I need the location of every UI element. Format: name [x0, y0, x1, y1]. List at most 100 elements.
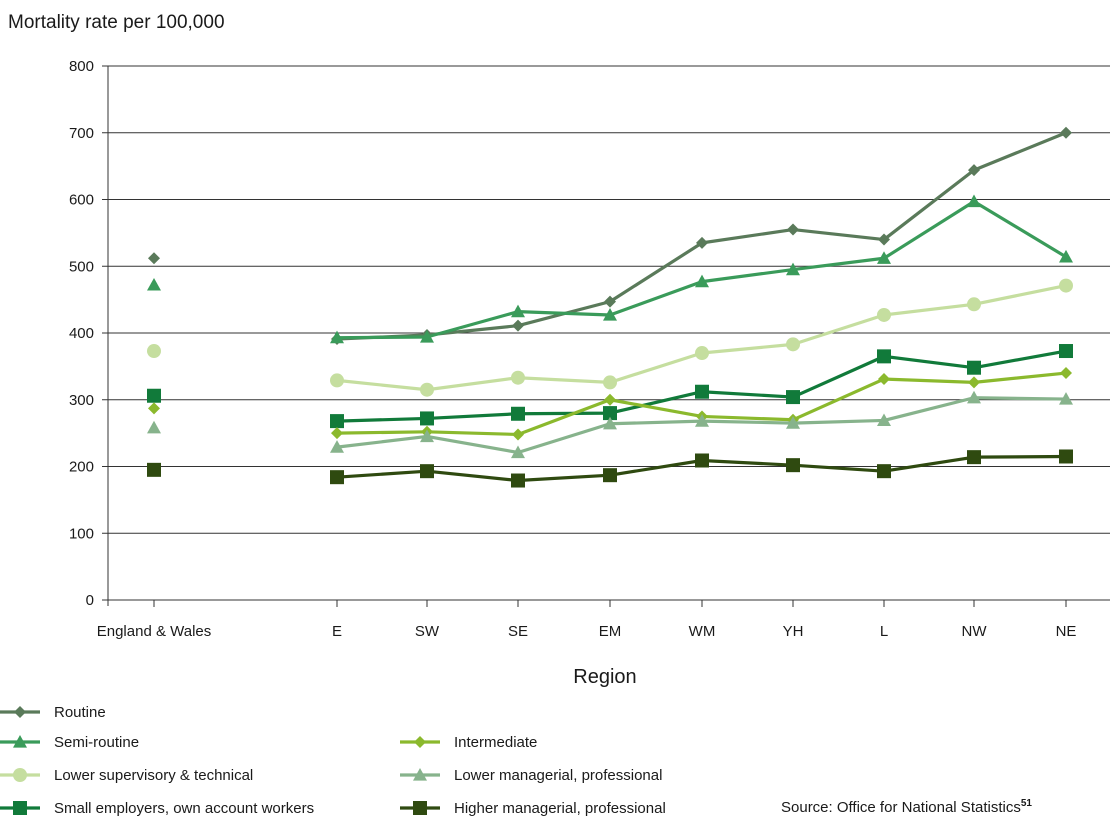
- y-tick-label: 500: [69, 258, 94, 275]
- series-small-employers-own-account-workers: [147, 344, 1073, 429]
- data-point: [878, 373, 890, 386]
- series-routine: [148, 126, 1072, 346]
- data-point: [695, 384, 709, 399]
- data-point: [604, 393, 616, 406]
- legend-item: Lower managerial, professional: [400, 764, 662, 786]
- axes: 0 100 200 300 400 500 600 700 800 England & Wales…: [69, 58, 1110, 640]
- data-point: [147, 420, 161, 434]
- series-semi-routine: [147, 194, 1073, 344]
- data-point: [330, 470, 344, 485]
- legend-swatch: [400, 768, 440, 781]
- data-point: [603, 468, 617, 483]
- x-tick-label: NE: [1056, 623, 1077, 640]
- data-point: [967, 390, 981, 404]
- x-tick-label: YH: [783, 623, 804, 640]
- legend-swatch: [0, 768, 40, 782]
- x-tick-label: SW: [415, 623, 440, 640]
- data-point: [603, 375, 617, 390]
- data-point: [1059, 392, 1073, 405]
- data-point: [511, 370, 525, 385]
- data-point: [330, 373, 344, 388]
- data-point: [14, 706, 26, 718]
- x-tick-label: EM: [599, 623, 622, 640]
- legend-item: Semi-routine: [0, 731, 139, 753]
- legend-item: Lower supervisory & technical: [0, 764, 253, 786]
- legend-swatch: [400, 736, 440, 748]
- source-note: Source: Office for National Statistics51: [781, 798, 1032, 816]
- data-point: [420, 382, 434, 397]
- series-line: [336, 284, 1067, 392]
- data-point: [877, 464, 891, 479]
- data-point: [147, 277, 161, 291]
- series-higher-managerial-professional: [147, 449, 1073, 488]
- data-point: [147, 344, 161, 359]
- data-point: [1059, 249, 1073, 263]
- legend-swatch: [0, 706, 40, 718]
- series-group: [147, 126, 1073, 488]
- y-tick-label: 0: [86, 592, 94, 609]
- data-point: [967, 194, 981, 208]
- source-text: Source: Office for National Statistics: [781, 799, 1021, 816]
- data-point: [413, 801, 427, 815]
- legend-swatch: [400, 801, 440, 815]
- legend-label: Intermediate: [454, 733, 538, 751]
- data-point: [413, 768, 427, 781]
- data-point: [604, 295, 616, 308]
- series-lower-managerial-professional: [147, 390, 1073, 459]
- data-point: [968, 376, 980, 389]
- data-point: [1059, 344, 1073, 359]
- data-point: [147, 462, 161, 477]
- legend-swatch: [0, 801, 40, 815]
- series-line: [336, 131, 1067, 341]
- data-point: [148, 252, 160, 265]
- data-point: [968, 164, 980, 177]
- data-point: [1060, 367, 1072, 380]
- data-point: [967, 360, 981, 375]
- y-tick-label: 100: [69, 525, 94, 542]
- data-point: [420, 429, 434, 443]
- x-tick-label: E: [332, 623, 342, 640]
- x-tick-label: England & Wales: [97, 623, 212, 640]
- data-point: [511, 406, 525, 421]
- data-point: [877, 349, 891, 364]
- data-point: [511, 473, 525, 488]
- data-point: [148, 402, 160, 415]
- data-point: [330, 414, 344, 429]
- legend-item: Higher managerial, professional: [400, 797, 666, 819]
- x-tick-label: NW: [962, 623, 988, 640]
- y-axis-title: Mortality rate per 100,000: [8, 12, 225, 33]
- y-tick-label: 800: [69, 58, 94, 75]
- data-point: [1059, 278, 1073, 293]
- data-point: [511, 304, 525, 318]
- data-point: [786, 458, 800, 473]
- data-point: [695, 453, 709, 468]
- data-point: [147, 388, 161, 403]
- data-point: [330, 330, 344, 344]
- y-tick-label: 600: [69, 192, 94, 209]
- legend-item: Small employers, own account workers: [0, 797, 314, 819]
- data-point: [13, 801, 27, 815]
- data-point: [877, 413, 891, 427]
- x-tick-label: L: [880, 623, 888, 640]
- data-point: [967, 297, 981, 312]
- data-point: [695, 414, 709, 427]
- data-point: [877, 251, 891, 264]
- y-tick-label: 700: [69, 125, 94, 142]
- data-point: [13, 768, 27, 782]
- data-point: [696, 236, 708, 249]
- data-point: [420, 464, 434, 479]
- legend-item: Routine: [0, 701, 106, 723]
- legend-label: Lower supervisory & technical: [54, 766, 254, 784]
- data-point: [695, 346, 709, 361]
- data-point: [331, 427, 343, 440]
- data-point: [1060, 126, 1072, 139]
- data-point: [878, 233, 890, 246]
- legend-label: Lower managerial, professional: [454, 766, 663, 784]
- series-lower-supervisory-technical: [147, 278, 1073, 397]
- y-tick-label: 300: [69, 392, 94, 409]
- x-tick-label: SE: [508, 623, 528, 640]
- legend-label: Higher managerial, professional: [454, 799, 666, 817]
- x-tick-label: WM: [689, 623, 716, 640]
- legend-swatch: [0, 735, 40, 748]
